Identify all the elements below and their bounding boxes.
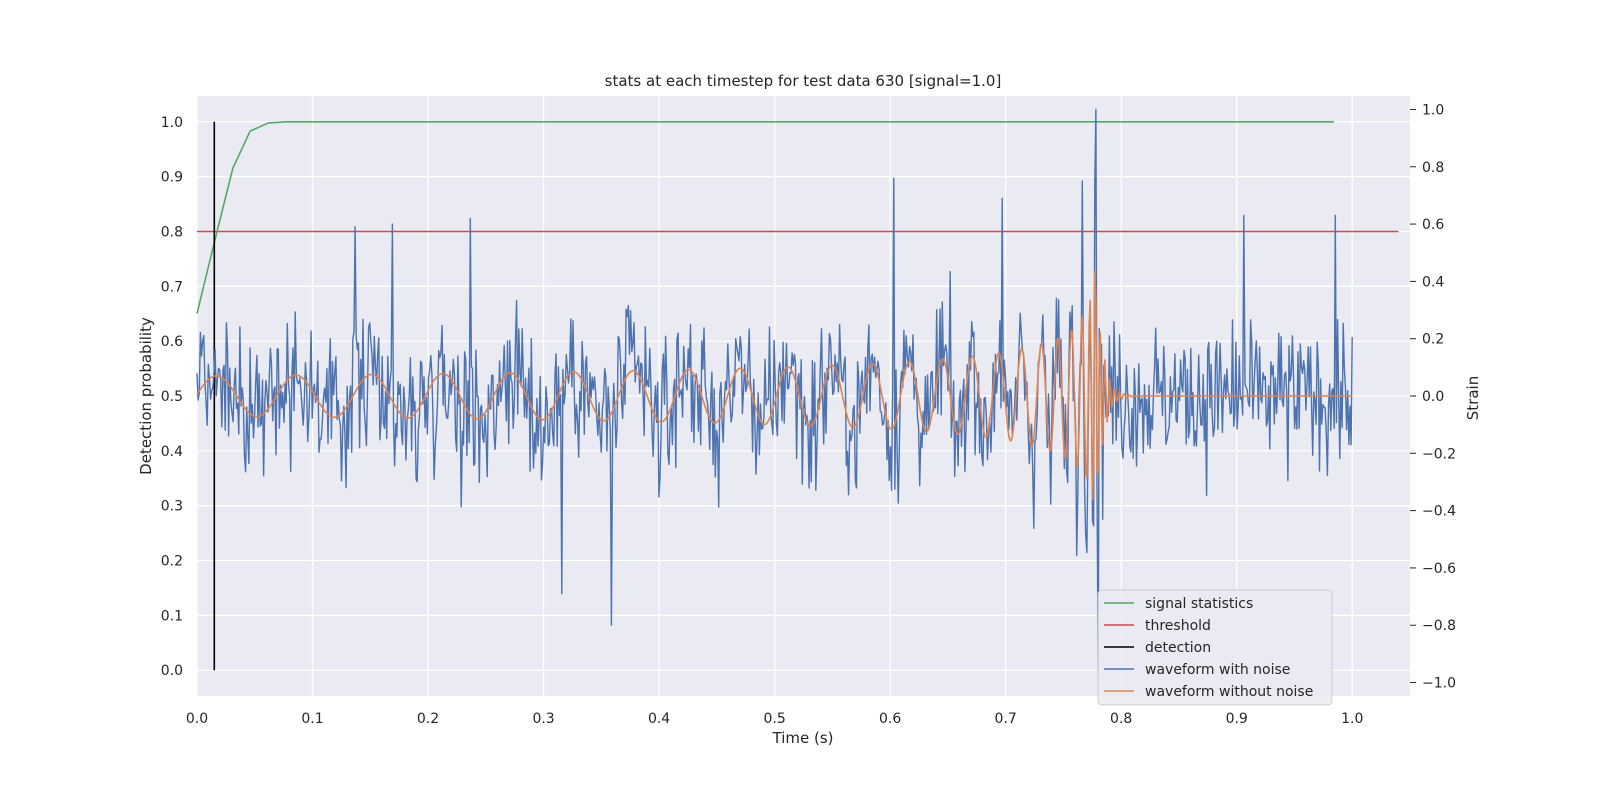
legend-label-waveform-with-noise: waveform with noise — [1145, 662, 1290, 678]
legend-label-signal-statistics: signal statistics — [1145, 596, 1253, 612]
x-tick-label: 0.5 — [763, 711, 785, 727]
legend-label-threshold: threshold — [1145, 618, 1211, 634]
y-tick-label: 1.0 — [161, 115, 183, 131]
x-tick-label: 1.0 — [1341, 711, 1363, 727]
y2-tick-label: −0.4 — [1422, 504, 1456, 520]
y-tick-label: 0.5 — [161, 389, 183, 405]
y2-axis-label: Strain — [1464, 376, 1482, 420]
x-ticks: 0.0 0.1 0.2 0.3 0.4 0.5 0.6 0.7 0.8 0.9 1.0 — [186, 711, 1364, 727]
x-tick-label: 0.3 — [532, 711, 554, 727]
y-tick-label: 0.4 — [161, 444, 183, 460]
series-waveform-without-noise — [196, 270, 1353, 501]
y2-tick-label: 1.0 — [1422, 102, 1444, 118]
y-tick-label: 0.8 — [161, 224, 183, 240]
y-axis-label: Detection probability — [137, 317, 155, 475]
y2-tick-label: 0.8 — [1422, 160, 1444, 176]
x-tick-label: 0.8 — [1110, 711, 1132, 727]
y2-tick-label: 0.2 — [1422, 332, 1444, 348]
y-tick-label: 0.3 — [161, 499, 183, 515]
y-tick-label: 0.7 — [161, 279, 183, 295]
series-signal-statistics — [196, 121, 1334, 314]
x-tick-label: 0.2 — [417, 711, 439, 727]
x-axis-label: Time (s) — [772, 729, 834, 747]
y2-tick-label: −0.2 — [1422, 446, 1456, 462]
x-tick-label: 0.9 — [1226, 711, 1248, 727]
y2-tick-label: 0.0 — [1422, 389, 1444, 405]
legend-label-detection: detection — [1145, 640, 1211, 656]
chart-title: stats at each timestep for test data 630… — [605, 72, 1002, 90]
y2-tick-label: −1.0 — [1422, 676, 1456, 692]
y-tick-label: 0.2 — [161, 554, 183, 570]
x-tick-label: 0.0 — [186, 711, 208, 727]
series-waveform-with-noise — [196, 108, 1353, 675]
x-tick-label: 0.1 — [301, 711, 323, 727]
x-tick-label: 0.6 — [879, 711, 901, 727]
y-tick-label: 0.6 — [161, 334, 183, 350]
legend: signal statistics threshold detection wa… — [1097, 589, 1333, 706]
legend-box — [1097, 589, 1333, 706]
x-tick-label: 0.7 — [995, 711, 1017, 727]
y-tick-label: 0.9 — [161, 170, 183, 186]
y-ticks-left: 0.0 0.1 0.2 0.3 0.4 0.5 0.6 0.7 0.8 0.9 1.0 — [161, 115, 183, 679]
y2-tick-label: 0.4 — [1422, 274, 1444, 290]
y2-tick-label: −0.6 — [1422, 561, 1456, 577]
y-tick-label: 0.0 — [161, 663, 183, 679]
x-tick-label: 0.4 — [648, 711, 670, 727]
y2-tick-label: −0.8 — [1422, 618, 1456, 634]
y-tick-label: 0.1 — [161, 608, 183, 624]
series-layer — [196, 108, 1399, 675]
legend-label-waveform-without-noise: waveform without noise — [1145, 684, 1313, 700]
y-ticks-right: −1.0 −0.8 −0.6 −0.4 −0.2 0.0 0.2 0.4 0.6 0.8 1.0 — [1410, 102, 1456, 692]
y2-tick-label: 0.6 — [1422, 217, 1444, 233]
